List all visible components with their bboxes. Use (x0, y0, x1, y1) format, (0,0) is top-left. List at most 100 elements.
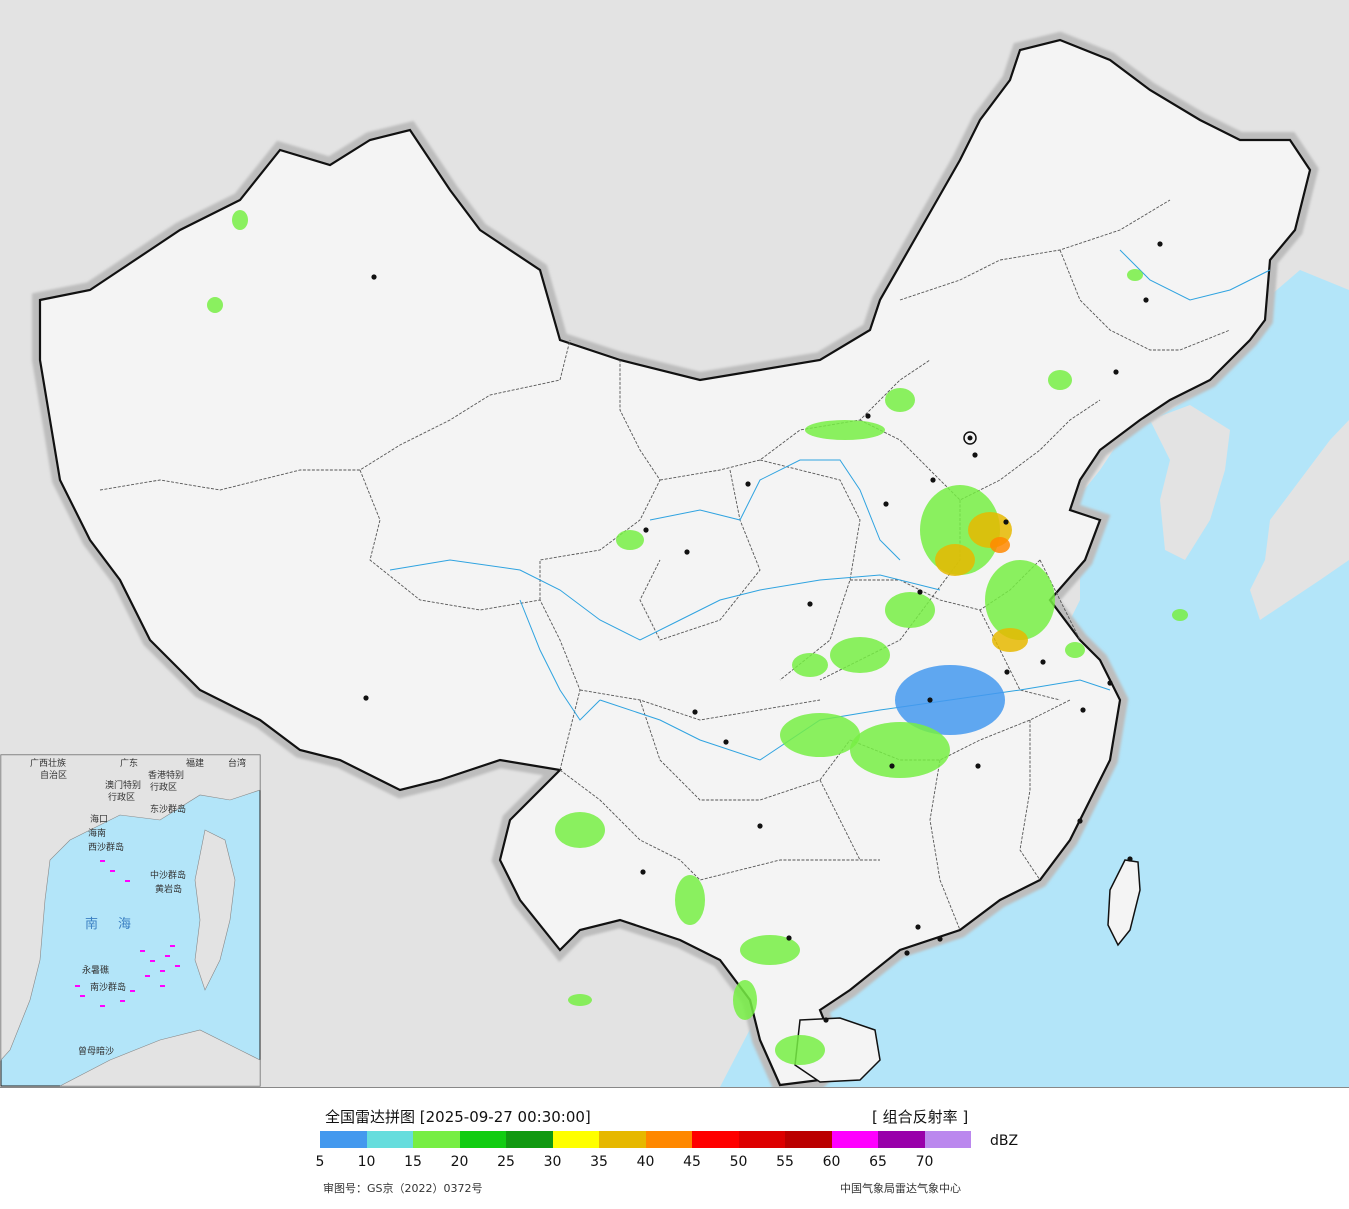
city-marker (745, 481, 751, 487)
inset-land (0, 754, 261, 1061)
legend-tick-0: 5 (315, 1154, 325, 1170)
city-marker (904, 950, 910, 956)
legend-color-4 (506, 1131, 553, 1148)
city-marker (1080, 707, 1086, 713)
city-marker (1157, 241, 1163, 247)
echo-cell (775, 1035, 825, 1065)
inset-label-2: 广东 (120, 757, 138, 769)
product-label: [ 组合反射率 ] (872, 1108, 969, 1126)
echo-cell (1048, 370, 1072, 390)
legend-tick-9: 50 (729, 1154, 748, 1170)
china-mainland (38, 38, 1312, 1087)
inset-island (170, 945, 175, 947)
echo-cell (780, 713, 860, 757)
unit-label: dBZ (990, 1133, 1019, 1149)
inset-label-3: 福建 (186, 757, 204, 769)
hainan-island (794, 1017, 881, 1083)
city-marker (823, 1017, 829, 1023)
echo-cell (992, 628, 1028, 652)
echo-cell (568, 994, 592, 1006)
inset-borneo (59, 1029, 261, 1087)
city-marker (1143, 297, 1149, 303)
map-approval-number: 审图号：GS京（2022）0372号 (323, 1182, 483, 1195)
city-marker (640, 869, 646, 875)
city-marker (1077, 818, 1083, 824)
city-marker (1107, 680, 1113, 686)
inset-island (100, 1005, 105, 1007)
inset-label-12: 西沙群岛 (88, 841, 124, 853)
inset-label-16: 南沙群岛 (90, 981, 126, 993)
echo-cell (885, 388, 915, 412)
city-marker (1040, 659, 1046, 665)
inset-island (145, 975, 150, 977)
echo-cell (207, 297, 223, 313)
color-scale-bar (320, 1131, 971, 1148)
city-marker (786, 935, 792, 941)
inset-island (120, 1000, 125, 1002)
legend-color-3 (459, 1131, 506, 1148)
inset-island (125, 880, 130, 882)
legend-color-8 (692, 1131, 739, 1148)
city-marker (883, 501, 889, 507)
inset-label-13: 中沙群岛 (150, 869, 186, 881)
city-marker (684, 549, 690, 555)
legend-tick-12: 65 (869, 1154, 887, 1170)
city-marker (723, 739, 729, 745)
producer-label: 中国气象局雷达气象中心 (840, 1182, 961, 1195)
inset-label-0: 广西壮族 (30, 757, 66, 769)
city-marker (371, 274, 377, 280)
city-marker (937, 936, 943, 942)
echo-cell (555, 812, 605, 848)
inset-island (75, 985, 80, 987)
korea-peninsula (1150, 405, 1230, 560)
echo-cell (1065, 642, 1085, 658)
legend-tick-2: 15 (404, 1154, 422, 1170)
echo-cell (675, 875, 705, 925)
inset-label-9: 东沙群岛 (150, 803, 186, 815)
inset-island (165, 955, 170, 957)
city-marker (972, 452, 978, 458)
city-marker (1113, 369, 1119, 375)
legend-tick-5: 30 (543, 1154, 562, 1170)
legend-tick-6: 35 (590, 1154, 608, 1170)
city-marker (1127, 856, 1133, 862)
inset-label-18: 曾母暗沙 (78, 1045, 114, 1057)
echo-cell (1172, 609, 1188, 621)
city-marker (930, 477, 936, 483)
legend-color-5 (552, 1131, 599, 1148)
inset-label-8: 行政区 (150, 781, 177, 793)
inset-philippines (194, 829, 236, 991)
city-marker (975, 763, 981, 769)
legend-color-11 (831, 1131, 878, 1148)
legend-tick-11: 60 (822, 1154, 841, 1170)
legend-tick-10: 55 (776, 1154, 794, 1170)
echo-cell (232, 210, 248, 230)
legend-color-7 (645, 1131, 692, 1148)
echo-cell (740, 935, 800, 965)
inset-island (130, 990, 135, 992)
legend-color-2 (413, 1131, 460, 1148)
inset-island (160, 985, 165, 987)
legend-color-0 (320, 1131, 367, 1148)
inset-island (100, 860, 105, 862)
inset-island (140, 950, 145, 952)
rivers (389, 249, 1271, 761)
legend-color-6 (599, 1131, 646, 1148)
legend-tick-4: 25 (497, 1154, 515, 1170)
legend-tick-13: 70 (915, 1154, 934, 1170)
city-marker (917, 589, 923, 595)
taiwan-island (1107, 859, 1141, 947)
echo-cell (830, 637, 890, 673)
legend-color-9 (738, 1131, 785, 1148)
echo-cell (850, 722, 950, 778)
city-marker (1004, 669, 1010, 675)
city-marker (915, 924, 921, 930)
radar-echoes (20, 210, 1188, 1065)
inset-label-11: 海南 (88, 827, 106, 839)
inset-label-17: 永暑礁 (82, 964, 109, 976)
echo-cell (985, 560, 1055, 640)
inset-island (175, 965, 180, 967)
inset-label-6: 行政区 (108, 791, 135, 803)
